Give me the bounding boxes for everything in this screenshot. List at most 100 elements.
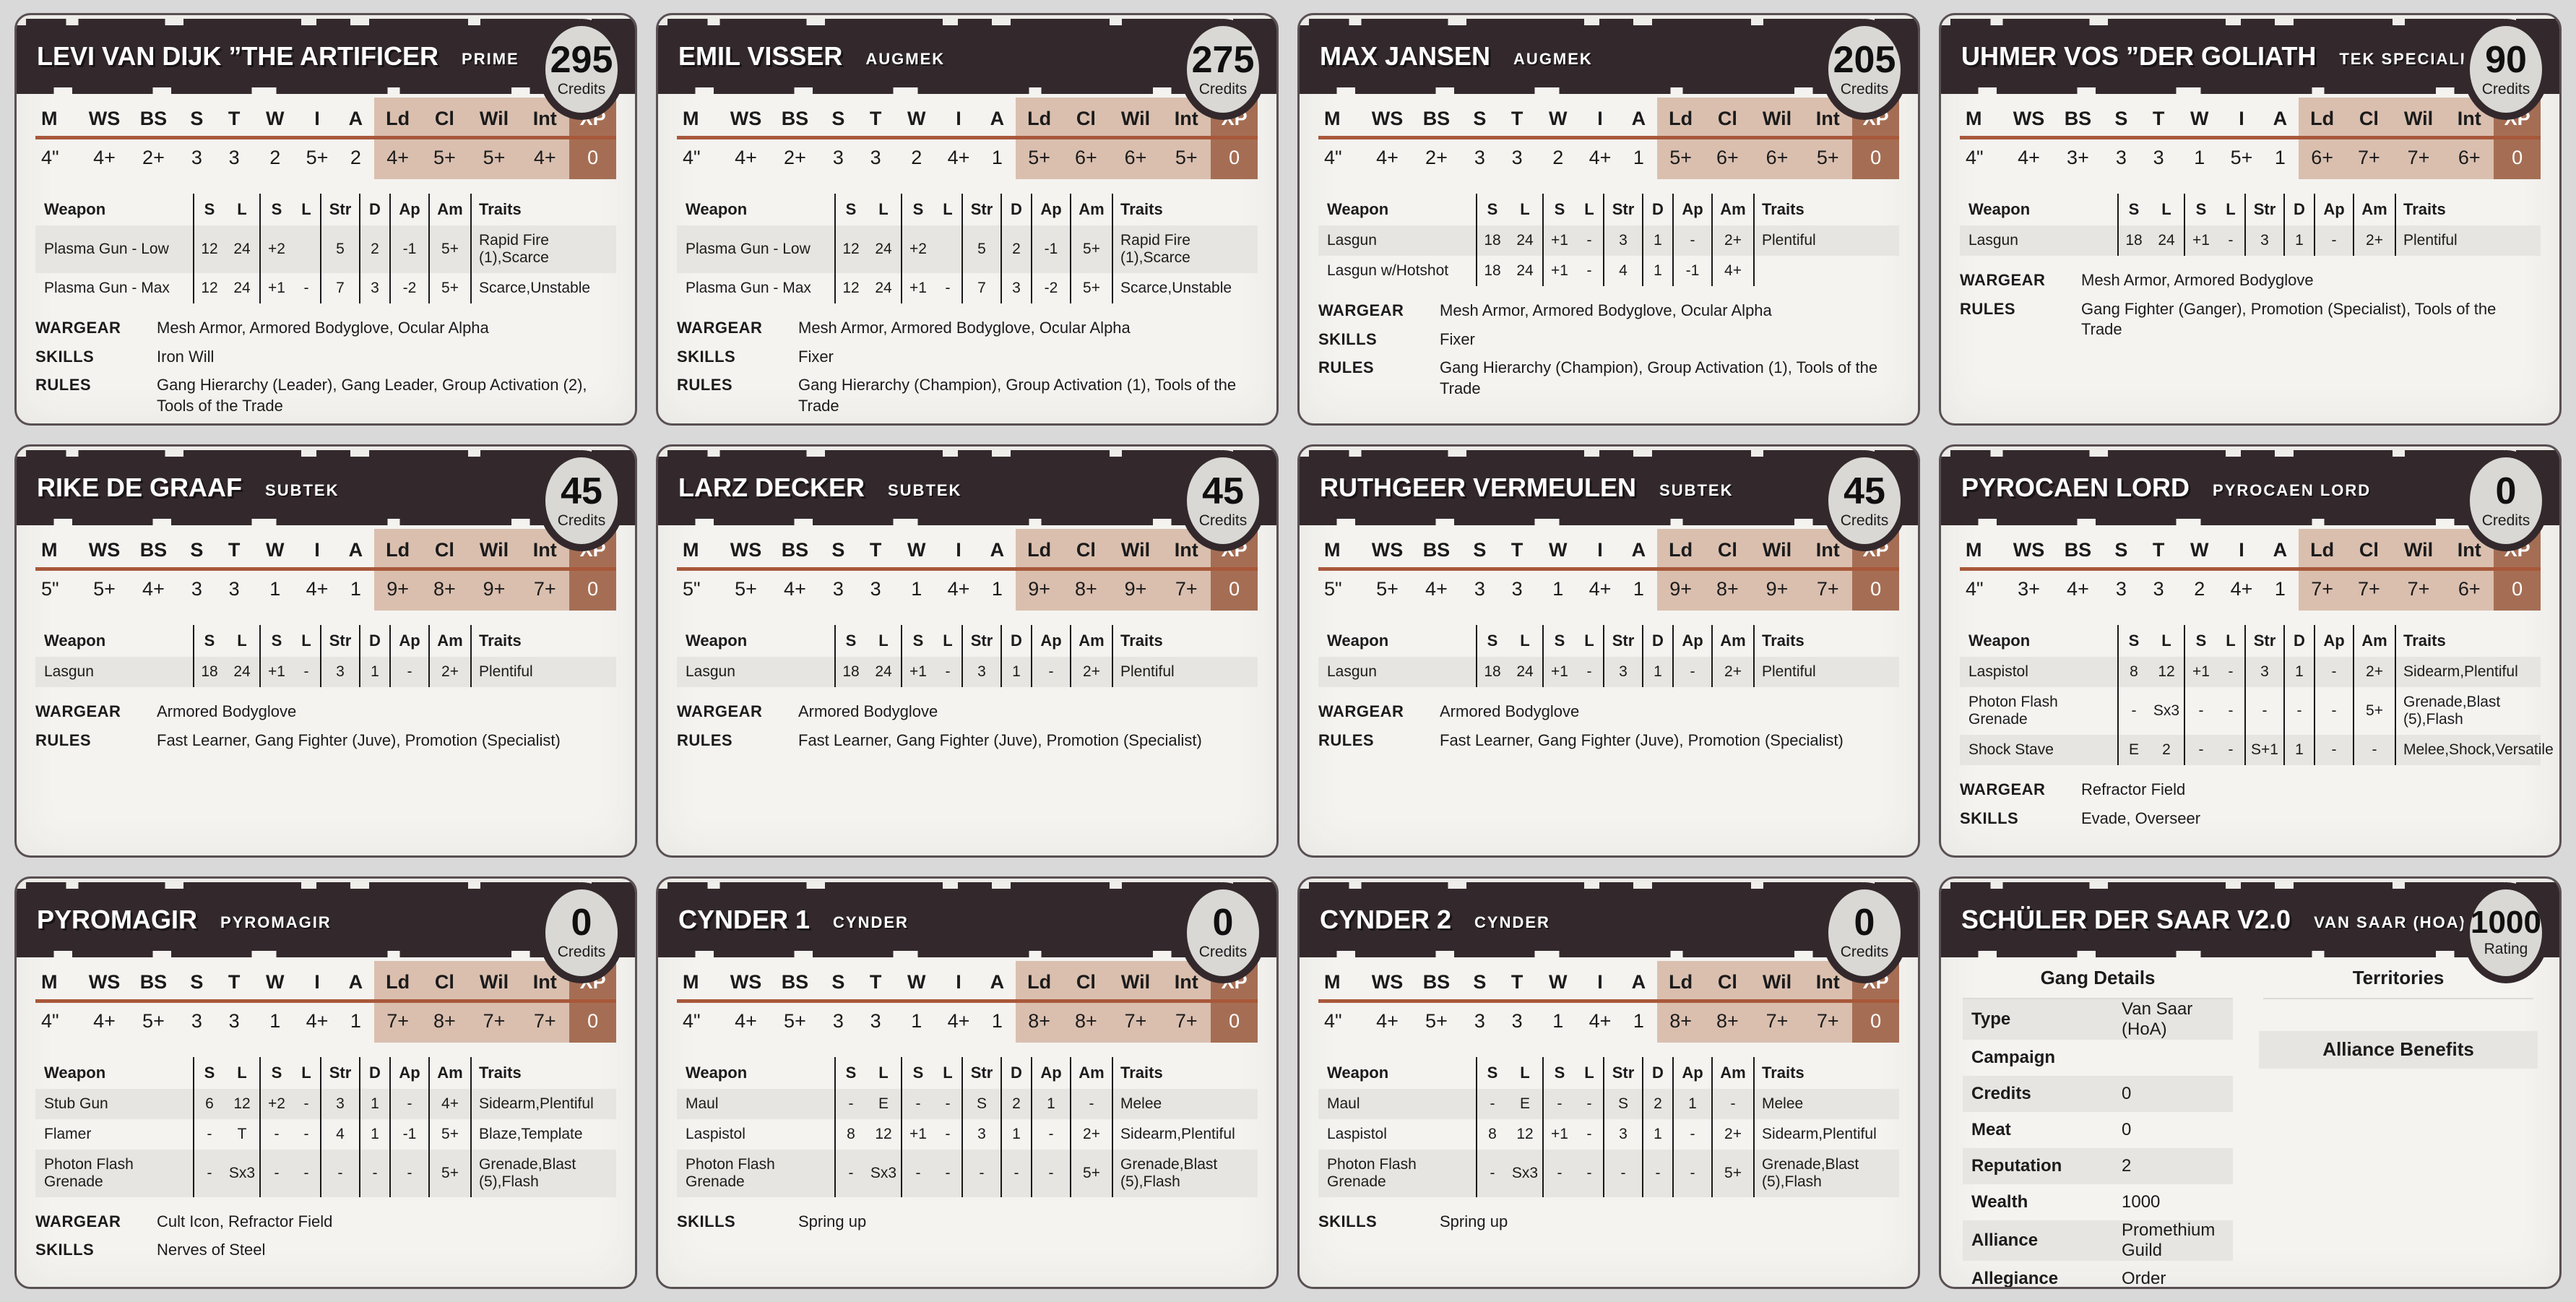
stat-header-wil: Wil [1109, 529, 1162, 572]
stat-value-wil: 9+ [1109, 571, 1162, 611]
stat-header-s: S [178, 98, 216, 139]
stat-value-int: 7+ [1803, 1002, 1853, 1043]
stat-header-s: S [1461, 961, 1499, 1003]
weapon-cell: 18 [1476, 256, 1508, 286]
wargear-value: Armored Bodyglove [798, 702, 938, 721]
credits-label: Credits [2481, 512, 2530, 529]
wargear-row: WARGEAR Refractor Field [1960, 780, 2541, 801]
stat-value-m: 4" [41, 1009, 59, 1032]
stat-header-wil: Wil [467, 98, 521, 139]
weapon-traits: Melee [1112, 1088, 1258, 1119]
stat-header-ld: Ld [1016, 98, 1063, 139]
stats-header-row: M WS BS S T W I A Ld Cl Wil Int XP [35, 98, 616, 139]
weapon-cell: 8 [2117, 657, 2149, 688]
skills-row: SKILLS Iron Will [35, 347, 616, 368]
stat-header-bs: BS [1412, 961, 1461, 1003]
weapons-header-row: Weapon S L S L Str D Ap Am Traits [35, 625, 616, 658]
stats-header-row: M WS BS S T W I A Ld Cl Wil Int XP [1960, 529, 2541, 572]
stat-header-i: I [1580, 961, 1620, 1003]
rules-value: Gang Hierarchy (Champion), Group Activat… [798, 376, 1237, 415]
weapon-col-str-5: Str [1603, 1056, 1642, 1089]
weapon-cell: 2 [1000, 225, 1031, 273]
stat-value-bs: 3+ [2067, 147, 2089, 168]
skills-value: Spring up [1440, 1212, 1508, 1230]
stat-value-ld: 8+ [1016, 1002, 1063, 1043]
stat-header-a: A [978, 529, 1016, 572]
stat-header-wil: Wil [1750, 98, 1804, 139]
gang-detail-label: Meat [1971, 1119, 2011, 1139]
stat-value-a: 1 [991, 578, 1003, 600]
stat-header-w: W [1536, 529, 1581, 572]
gang-detail-value: Promethium Guild [2122, 1220, 2216, 1260]
fighter-name: CYNDER 2 [1320, 904, 1452, 934]
weapon-col-l-2: L [237, 1063, 247, 1082]
stats-value-row: 4" 4+ 2+ 3 3 2 4+ 1 5+ 6+ 6+ 5+ 0 [1318, 139, 1899, 179]
weapon-col-d-6: D [359, 194, 389, 225]
stat-value-t: 3 [870, 1009, 881, 1032]
gear-section: WARGEAR Armored Bodyglove RULES Fast Learne… [35, 702, 616, 751]
stat-header-cl: Cl [421, 98, 468, 139]
fighter-name: UHMER VOS ”DER GOLIATH [1961, 41, 2317, 71]
stat-value-int: 7+ [520, 1002, 570, 1043]
wargear-row: WARGEAR Mesh Armor, Armored Bodyglove, Oc… [35, 318, 616, 339]
weapon-traits: Rapid Fire (1),Scarce [470, 225, 616, 273]
weapon-traits: Blaze,Template [470, 1118, 616, 1150]
weapon-col-weapon-0: Weapon [44, 200, 106, 218]
weapon-col-ap-7: Ap [1672, 194, 1711, 225]
stat-header-m: M [1960, 98, 2005, 139]
weapon-cell: +1 [1542, 1118, 1576, 1150]
weapon-col-traits-9: Traits [2395, 194, 2541, 225]
weapon-cell: Sx3 [228, 1164, 256, 1181]
stat-header-w: W [253, 98, 298, 139]
weapon-cell: - [1672, 657, 1711, 688]
stat-value-bs: 4+ [2067, 578, 2089, 600]
weapons-header-row: Weapon S L S L Str D Ap Am Traits [677, 1056, 1258, 1089]
weapon-cell: 24 [233, 663, 251, 681]
weapon-traits: Plentiful [1753, 657, 1899, 688]
gang-detail-row: Alliance Promethium Guild [1963, 1220, 2234, 1261]
stat-value-a: 1 [1633, 578, 1644, 600]
stat-value-s: 3 [2115, 578, 2127, 600]
stat-header-wil: Wil [1750, 529, 1804, 572]
stat-value-bs: 5+ [142, 1009, 165, 1032]
weapon-row: Lasgun 18 24 +1-3 1-2+ Plentiful [35, 657, 616, 688]
stat-value-ws: 3+ [2018, 578, 2040, 600]
weapon-col-am-8: Am [1711, 625, 1753, 658]
weapon-cell: +2 [259, 225, 293, 273]
stat-header-ld: Ld [1016, 960, 1063, 1003]
weapon-cell: 3 [320, 1088, 359, 1119]
stat-value-t: 3 [2153, 147, 2164, 168]
credits-badge: 45 Credits [1180, 450, 1266, 552]
stat-value-m: 4" [1966, 147, 1984, 168]
stat-header-cl: Cl [1063, 98, 1110, 139]
stat-header-i: I [2221, 98, 2262, 139]
stat-value-ld: 9+ [1657, 571, 1705, 611]
stat-value-m: 4" [41, 147, 59, 168]
stat-header-m: M [35, 961, 80, 1003]
weapon-col-l-2: L [878, 200, 889, 218]
weapon-cell: - [259, 1118, 293, 1150]
wargear-value: Cult Icon, Refractor Field [157, 1212, 333, 1230]
weapon-cell: - [1586, 1095, 1592, 1112]
weapon-cell: Sx3 [2153, 702, 2180, 720]
weapon-col-weapon-0: Weapon [1327, 1063, 1389, 1082]
stat-header-m: M [1960, 529, 2005, 572]
weapon-cell: 3 [2244, 225, 2283, 256]
fighter-type-label: CYNDER [1474, 913, 1550, 931]
weapon-name: Flamer [44, 1125, 92, 1142]
weapons-table: Weapon S L S L Str D Ap Am Traits Maul - E - - S 2 1- Mel… [1318, 1056, 1899, 1197]
rating-value: 1000 [2471, 905, 2541, 941]
stat-value-t: 3 [2153, 578, 2164, 600]
weapon-col-s-3: S [2184, 194, 2217, 225]
fighter-name: LEVI VAN DIJK ”THE ARTIFICER [37, 41, 439, 71]
gang-detail-value: 0 [2122, 1119, 2132, 1139]
weapon-cell: 1 [1031, 1088, 1070, 1119]
stat-header-w: W [894, 961, 939, 1003]
gear-section: WARGEAR Mesh Armor, Armored Bodyglove, Oc… [35, 318, 616, 416]
stat-header-wil: Wil [467, 529, 521, 572]
stat-value-ws: 5+ [735, 578, 757, 600]
rules-label: RULES [35, 376, 92, 395]
weapon-cell: 1 [1000, 1118, 1031, 1150]
weapon-col-s-1: S [1476, 625, 1508, 658]
weapons-header-row: Weapon S L S L Str D Ap Am Traits [35, 1056, 616, 1089]
